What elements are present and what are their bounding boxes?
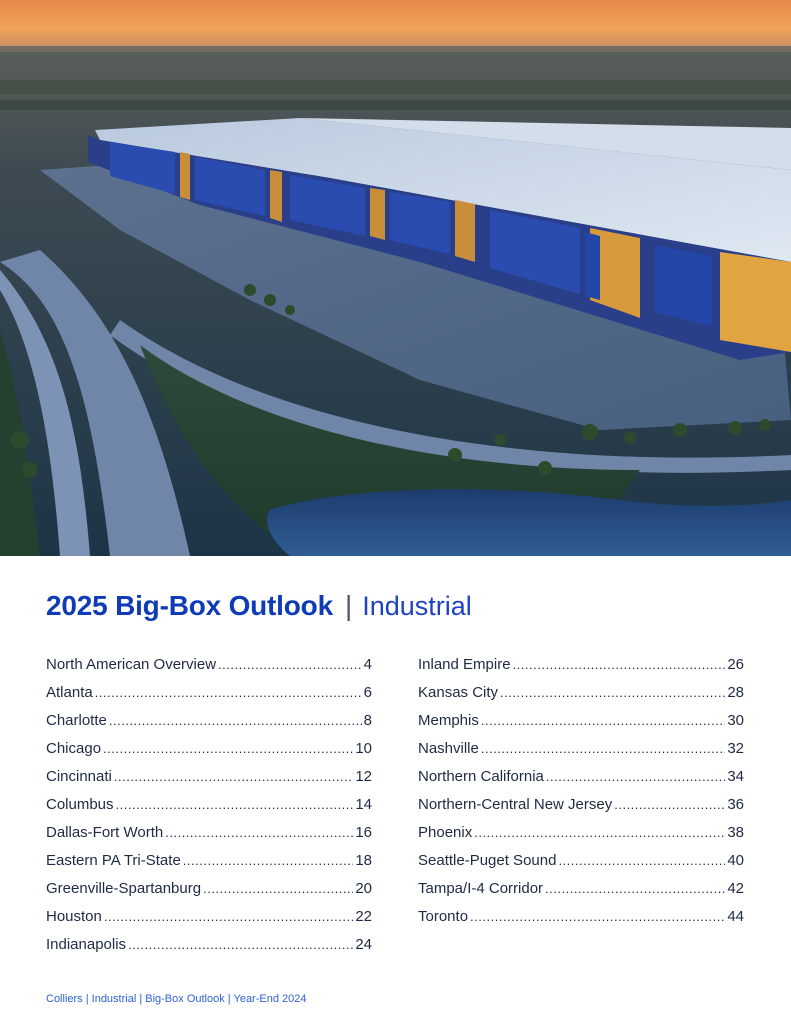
toc-leader-dots — [513, 656, 726, 673]
toc-leader-dots — [546, 768, 725, 785]
toc-entry-page: 38 — [727, 824, 744, 841]
toc-entry-atlanta[interactable]: Atlanta 6 — [46, 684, 372, 712]
toc-left-column: North American Overview 4 Atlanta 6 Char… — [46, 656, 372, 964]
toc-entry-name: Cincinnati — [46, 768, 112, 785]
toc-leader-dots — [481, 740, 725, 757]
toc-entry-page: 36 — [727, 796, 744, 813]
toc-leader-dots — [545, 880, 725, 897]
toc-right-column: Inland Empire 26 Kansas City 28 Memphis … — [418, 656, 744, 936]
toc-entry-name: North American Overview — [46, 656, 217, 673]
toc-entry-name: Phoenix — [418, 824, 473, 841]
toc-entry-toronto[interactable]: Toronto 44 — [418, 908, 744, 936]
toc-entry-houston[interactable]: Houston 22 — [46, 908, 372, 936]
toc-entry-inland-empire[interactable]: Inland Empire 26 — [418, 656, 744, 684]
toc-leader-dots — [165, 824, 353, 841]
title-main: 2025 Big-Box Outlook — [46, 590, 333, 621]
toc-entry-page: 8 — [363, 712, 372, 729]
toc-leader-dots — [481, 712, 725, 729]
aerial-warehouse-illustration — [0, 0, 791, 556]
toc-entry-indianapolis[interactable]: Indianapolis 24 — [46, 936, 372, 964]
toc-entry-nashville[interactable]: Nashville 32 — [418, 740, 744, 768]
toc-entry-dallas-fort-worth[interactable]: Dallas-Fort Worth 16 — [46, 824, 372, 852]
toc-entry-name: Nashville — [418, 740, 479, 757]
toc-entry-name: Tampa/I-4 Corridor — [418, 880, 544, 897]
toc-entry-tampa-i4-corridor[interactable]: Tampa/I-4 Corridor 42 — [418, 880, 744, 908]
toc-entry-name: Houston — [46, 908, 102, 925]
toc-entry-page: 28 — [727, 684, 744, 701]
toc-leader-dots — [114, 768, 353, 785]
toc-entry-cincinnati[interactable]: Cincinnati 12 — [46, 768, 372, 796]
toc-entry-kansas-city[interactable]: Kansas City 28 — [418, 684, 744, 712]
title-separator: | — [344, 590, 353, 621]
toc-entry-page: 18 — [355, 852, 372, 869]
toc-entry-seattle-puget-sound[interactable]: Seattle-Puget Sound 40 — [418, 852, 744, 880]
toc-entry-page: 30 — [727, 712, 744, 729]
toc-leader-dots — [500, 684, 725, 701]
toc-entry-page: 20 — [355, 880, 372, 897]
toc-entry-north-american-overview[interactable]: North American Overview 4 — [46, 656, 372, 684]
toc-entry-name: Kansas City — [418, 684, 499, 701]
toc-entry-name: Charlotte — [46, 712, 107, 729]
toc-entry-page: 14 — [355, 796, 372, 813]
toc-entry-page: 40 — [727, 852, 744, 869]
toc-entry-page: 4 — [363, 656, 372, 673]
toc-entry-eastern-pa-tri-state[interactable]: Eastern PA Tri-State 18 — [46, 852, 372, 880]
toc-entry-name: Inland Empire — [418, 656, 511, 673]
toc-leader-dots — [109, 712, 362, 729]
toc-leader-dots — [128, 936, 353, 953]
toc-entry-page: 10 — [355, 740, 372, 757]
toc-entry-page: 22 — [355, 908, 372, 925]
toc-entry-columbus[interactable]: Columbus 14 — [46, 796, 372, 824]
toc-leader-dots — [474, 824, 725, 841]
toc-entry-page: 12 — [355, 768, 372, 785]
toc-leader-dots — [558, 852, 725, 869]
toc-leader-dots — [614, 796, 725, 813]
toc-entry-page: 44 — [727, 908, 744, 925]
toc-entry-name: Chicago — [46, 740, 102, 757]
toc-entry-page: 34 — [727, 768, 744, 785]
toc-leader-dots — [116, 796, 354, 813]
toc-leader-dots — [203, 880, 353, 897]
toc-entry-name: Memphis — [418, 712, 479, 729]
toc-leader-dots — [103, 740, 353, 757]
toc-entry-name: Dallas-Fort Worth — [46, 824, 164, 841]
toc-entry-page: 24 — [355, 936, 372, 953]
toc-entry-page: 16 — [355, 824, 372, 841]
toc-entry-name: Indianapolis — [46, 936, 127, 953]
toc-entry-greenville-spartanburg[interactable]: Greenville-Spartanburg 20 — [46, 880, 372, 908]
toc-leader-dots — [104, 908, 353, 925]
toc-leader-dots — [183, 852, 354, 869]
toc-entry-name: Seattle-Puget Sound — [418, 852, 557, 869]
toc-entry-page: 32 — [727, 740, 744, 757]
toc-entry-name: Toronto — [418, 908, 469, 925]
toc-leader-dots — [470, 908, 725, 925]
toc-entry-name: Northern-Central New Jersey — [418, 796, 613, 813]
toc-entry-name: Atlanta — [46, 684, 93, 701]
toc-entry-name: Columbus — [46, 796, 114, 813]
toc-entry-northern-central-new-jersey[interactable]: Northern-Central New Jersey 36 — [418, 796, 744, 824]
toc-entry-memphis[interactable]: Memphis 30 — [418, 712, 744, 740]
toc-entry-name: Eastern PA Tri-State — [46, 852, 181, 869]
toc-entry-charlotte[interactable]: Charlotte 8 — [46, 712, 372, 740]
toc-leader-dots — [218, 656, 362, 673]
hero-photo — [0, 0, 791, 556]
toc-entry-page: 26 — [727, 656, 744, 673]
title-subtitle: Industrial — [362, 591, 472, 621]
toc-entry-chicago[interactable]: Chicago 10 — [46, 740, 372, 768]
toc-entry-northern-california[interactable]: Northern California 34 — [418, 768, 744, 796]
toc-entry-phoenix[interactable]: Phoenix 38 — [418, 824, 744, 852]
toc-entry-page: 6 — [363, 684, 372, 701]
toc-entry-name: Greenville-Spartanburg — [46, 880, 202, 897]
toc-leader-dots — [95, 684, 362, 701]
toc-entry-page: 42 — [727, 880, 744, 897]
page-title: 2025 Big-Box Outlook | Industrial — [46, 590, 472, 622]
toc-entry-name: Northern California — [418, 768, 544, 785]
page-footer: Colliers | Industrial | Big-Box Outlook … — [46, 993, 307, 1005]
